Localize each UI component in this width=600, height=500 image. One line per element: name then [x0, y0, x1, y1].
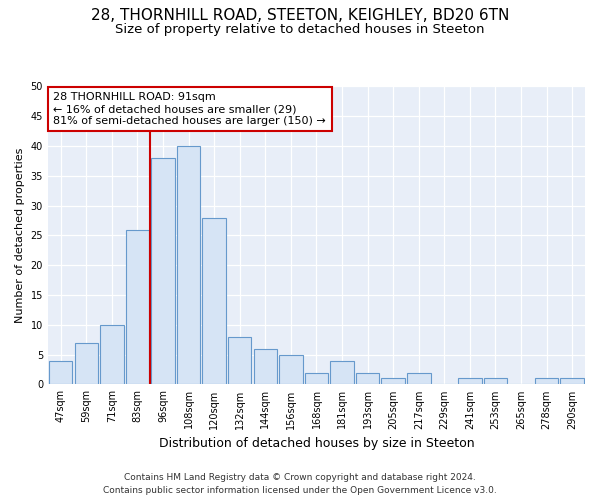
Text: 28, THORNHILL ROAD, STEETON, KEIGHLEY, BD20 6TN: 28, THORNHILL ROAD, STEETON, KEIGHLEY, B…	[91, 8, 509, 22]
Bar	[305, 372, 328, 384]
Bar	[177, 146, 200, 384]
Y-axis label: Number of detached properties: Number of detached properties	[15, 148, 25, 323]
Bar	[535, 378, 559, 384]
Bar	[49, 360, 73, 384]
Bar	[100, 325, 124, 384]
Bar	[330, 360, 354, 384]
Bar	[74, 342, 98, 384]
Bar	[382, 378, 405, 384]
Text: 28 THORNHILL ROAD: 91sqm
← 16% of detached houses are smaller (29)
81% of semi-d: 28 THORNHILL ROAD: 91sqm ← 16% of detach…	[53, 92, 326, 126]
Bar	[125, 230, 149, 384]
Bar	[407, 372, 431, 384]
Bar	[560, 378, 584, 384]
Bar	[254, 348, 277, 384]
Text: Size of property relative to detached houses in Steeton: Size of property relative to detached ho…	[115, 22, 485, 36]
Bar	[202, 218, 226, 384]
Bar	[458, 378, 482, 384]
Bar	[228, 337, 251, 384]
Bar	[484, 378, 507, 384]
Bar	[356, 372, 379, 384]
Bar	[279, 354, 302, 384]
X-axis label: Distribution of detached houses by size in Steeton: Distribution of detached houses by size …	[158, 437, 474, 450]
Bar	[151, 158, 175, 384]
Text: Contains HM Land Registry data © Crown copyright and database right 2024.
Contai: Contains HM Land Registry data © Crown c…	[103, 474, 497, 495]
